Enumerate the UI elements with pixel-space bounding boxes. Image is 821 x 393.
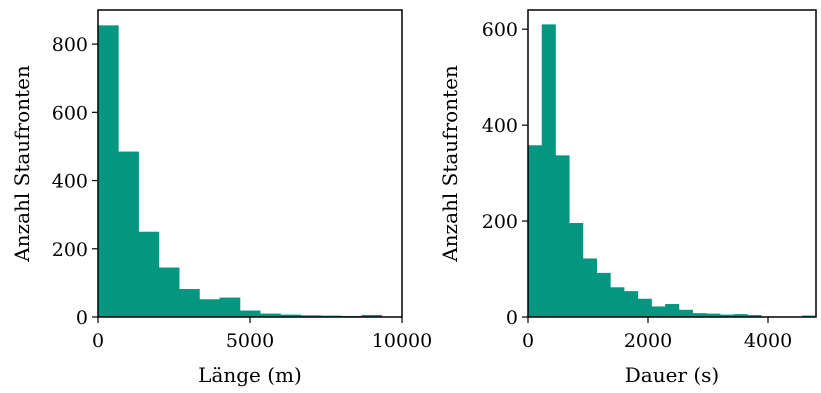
length-y-axis-label: Anzahl Staufronten xyxy=(10,65,34,263)
length-histogram-bar xyxy=(361,314,383,317)
duration-x-tick-label: 2000 xyxy=(624,330,672,352)
length-histogram-bar xyxy=(300,315,322,317)
duration-histogram-bar xyxy=(569,222,584,317)
duration-histogram-bar xyxy=(610,287,625,317)
duration-histogram-bar xyxy=(582,258,597,317)
length-histogram-bar xyxy=(199,299,220,317)
duration-histogram-bar xyxy=(624,291,639,317)
duration-y-tick-label: 400 xyxy=(482,115,518,137)
length-x-tick-label: 0 xyxy=(92,330,104,352)
length-histogram-bar xyxy=(260,313,281,317)
duration-histogram-bar xyxy=(637,298,652,317)
duration-histogram-bar xyxy=(555,155,570,317)
duration-y-tick-label: 600 xyxy=(482,19,518,41)
duration-x-ticks: 0 2000 4000 xyxy=(522,317,792,352)
duration-histogram-bar xyxy=(651,306,666,317)
duration-histogram-bar xyxy=(528,145,543,317)
duration-x-tick-label: 0 xyxy=(522,330,534,352)
duration-histogram-bar xyxy=(720,314,735,317)
duration-y-axis-label: Anzahl Staufronten xyxy=(438,65,462,263)
length-x-axis-label: Länge (m) xyxy=(198,363,302,387)
duration-plot-frame xyxy=(527,9,817,318)
duration-histogram-bar xyxy=(706,313,721,317)
duration-histogram-bar xyxy=(596,272,611,317)
length-y-tick-label: 0 xyxy=(76,307,88,329)
length-x-ticks: 0 5000 10000 xyxy=(92,317,432,352)
length-histogram-panel: 0 5000 10000 0 200 400 600 800 Länge (m) Anzah… xyxy=(10,9,432,387)
length-histogram-bar xyxy=(239,310,261,317)
length-histogram-bar xyxy=(158,267,180,317)
length-histogram-bar xyxy=(280,314,302,317)
length-y-tick-label: 800 xyxy=(52,34,88,56)
length-y-tick-label: 600 xyxy=(52,102,88,124)
duration-histogram-bar xyxy=(665,304,680,317)
length-histogram-bar xyxy=(179,289,200,317)
duration-histogram-bar xyxy=(692,313,707,317)
length-histogram-bar xyxy=(98,25,119,317)
duration-histogram-bar xyxy=(747,315,762,317)
length-histogram-bars xyxy=(98,25,383,317)
length-x-tick-label: 10000 xyxy=(372,330,432,352)
duration-y-tick-label: 200 xyxy=(482,211,518,233)
duration-histogram-bar xyxy=(733,314,748,317)
length-histogram-bar xyxy=(118,151,139,317)
duration-x-axis-label: Dauer (s) xyxy=(625,363,719,387)
duration-x-tick-label: 4000 xyxy=(744,330,792,352)
length-x-tick-label: 5000 xyxy=(226,330,274,352)
length-histogram-bar xyxy=(219,297,241,317)
duration-y-ticks: 0 200 400 600 xyxy=(482,19,528,329)
length-y-tick-label: 400 xyxy=(52,171,88,193)
duration-histogram-bar xyxy=(541,24,556,317)
length-y-tick-label: 200 xyxy=(52,239,88,261)
duration-y-tick-label: 0 xyxy=(506,307,518,329)
duration-histogram-bars xyxy=(528,24,817,317)
length-y-ticks: 0 200 400 600 800 xyxy=(52,34,98,329)
duration-histogram-panel: 0 2000 4000 0 200 400 600 Dauer (s) Anzahl St… xyxy=(438,9,817,387)
length-histogram-bar xyxy=(138,231,160,317)
duration-histogram-bar xyxy=(678,309,693,317)
